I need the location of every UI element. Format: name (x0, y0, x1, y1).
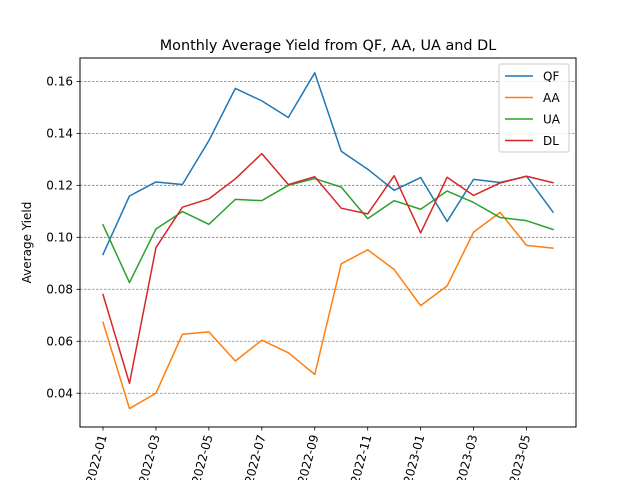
y-axis: 0.04 0.06 0.08 0.10 0.12 0.14 0.16 (46, 75, 80, 400)
series-line-qf (102, 72, 555, 256)
series-line-aa (102, 211, 554, 410)
series-line-dl (102, 152, 554, 385)
x-axis: 2022-01 2022-03 2022-05 2022-07 2022-09 2022-… (83, 427, 533, 480)
y-tick-label: 0.04 (46, 386, 73, 400)
y-tick-label: 0.06 (46, 334, 73, 348)
legend: QF AA UA DL (498, 63, 570, 153)
y-tick-label: 0.14 (46, 127, 73, 141)
x-tick-label: 2022-03 (136, 433, 163, 480)
chart-title: Monthly Average Yield from QF, AA, UA an… (160, 38, 496, 54)
grid-lines (80, 80, 576, 394)
x-tick-label: 2022-01 (83, 433, 110, 480)
series-lines (102, 72, 555, 410)
x-tick-label: 2023-01 (401, 433, 428, 480)
y-axis-label: Average Yield (20, 202, 34, 284)
y-tick-label: 0.16 (46, 75, 73, 89)
legend-label-dl: DL (543, 134, 559, 148)
x-tick-label: 2022-07 (242, 433, 269, 480)
x-tick-label: 2023-05 (507, 433, 534, 480)
legend-box (498, 63, 570, 153)
y-tick-label: 0.08 (46, 282, 73, 296)
y-tick-label: 0.10 (46, 231, 73, 245)
x-tick-label: 2023-03 (454, 433, 481, 480)
x-tick-label: 2022-09 (295, 433, 322, 480)
x-tick-label: 2022-05 (189, 433, 216, 480)
plot-frame (79, 57, 577, 428)
legend-label-qf: QF (543, 70, 559, 84)
y-tick-label: 0.12 (46, 179, 73, 193)
legend-label-ua: UA (543, 113, 561, 127)
legend-label-aa: AA (543, 91, 561, 105)
series-line-ua (102, 177, 554, 284)
x-tick-label: 2022-11 (348, 433, 375, 480)
